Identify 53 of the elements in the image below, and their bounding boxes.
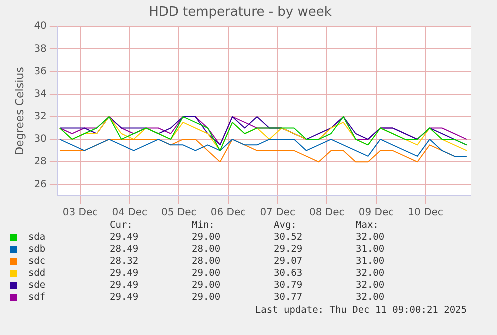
y-tick-label: 38 [34, 44, 47, 55]
text: 32.00 [356, 280, 386, 292]
x-tick-label: 03 Dec [62, 208, 98, 219]
text: Max: [356, 220, 380, 232]
text: 28.32 [110, 256, 140, 268]
text: 32.00 [356, 268, 386, 280]
legend-label: sda [27, 232, 47, 244]
text: 30.77 [274, 292, 304, 304]
y-tick-label: 36 [34, 66, 47, 78]
text: Cur: [110, 220, 134, 232]
text: Min: [192, 220, 216, 232]
chart-title: HDD temperature - by week [149, 5, 332, 20]
legend-label: sdc [27, 256, 47, 268]
text: 29.49 [110, 280, 140, 292]
legend-label: sdd [27, 268, 47, 280]
x-tick-label: 04 Dec [112, 208, 148, 219]
y-axis-title: Degrees Celsius [13, 66, 26, 156]
text: 29.07 [274, 256, 304, 268]
y-tick-label: 28 [34, 156, 47, 168]
y-tick-label: 32 [34, 112, 47, 123]
legend-label: sdb [27, 244, 47, 256]
text: 29.00 [192, 232, 222, 244]
text: 29.49 [110, 292, 140, 304]
text: 28.49 [110, 244, 140, 256]
y-tick-label: 26 [34, 179, 47, 190]
text: 28.00 [192, 244, 222, 256]
text: 29.29 [274, 244, 304, 256]
text: 28.00 [192, 256, 222, 268]
text: 29.00 [192, 280, 222, 292]
y-tick-label: 40 [34, 21, 47, 32]
text: Last update: Thu Dec 11 09:00:21 2025 [255, 305, 467, 316]
text: 29.49 [110, 232, 140, 244]
text: Avg: [274, 220, 298, 232]
text: 30.79 [274, 280, 304, 292]
text: 29.49 [110, 268, 140, 280]
text: 31.00 [356, 256, 386, 268]
legend-label: sdf [27, 292, 47, 304]
y-tick-label: 34 [34, 88, 47, 100]
x-tick-label: 05 Dec [162, 208, 197, 219]
x-tick-label: 10 Dec [408, 208, 444, 219]
text: 32.00 [356, 292, 386, 304]
x-tick-label: 06 Dec [210, 208, 246, 219]
x-tick-label: 08 Dec [310, 208, 345, 219]
x-tick-label: 09 Dec [358, 208, 394, 219]
text: 29.00 [192, 292, 222, 304]
text: 30.52 [274, 232, 304, 244]
legend-label: sde [27, 280, 47, 292]
x-tick-label: 07 Dec [260, 208, 296, 219]
text: 30.63 [274, 268, 304, 280]
text: 32.00 [356, 232, 386, 244]
text: 31.00 [356, 244, 386, 256]
y-tick-label: 30 [34, 134, 47, 146]
text: 29.00 [192, 268, 222, 280]
